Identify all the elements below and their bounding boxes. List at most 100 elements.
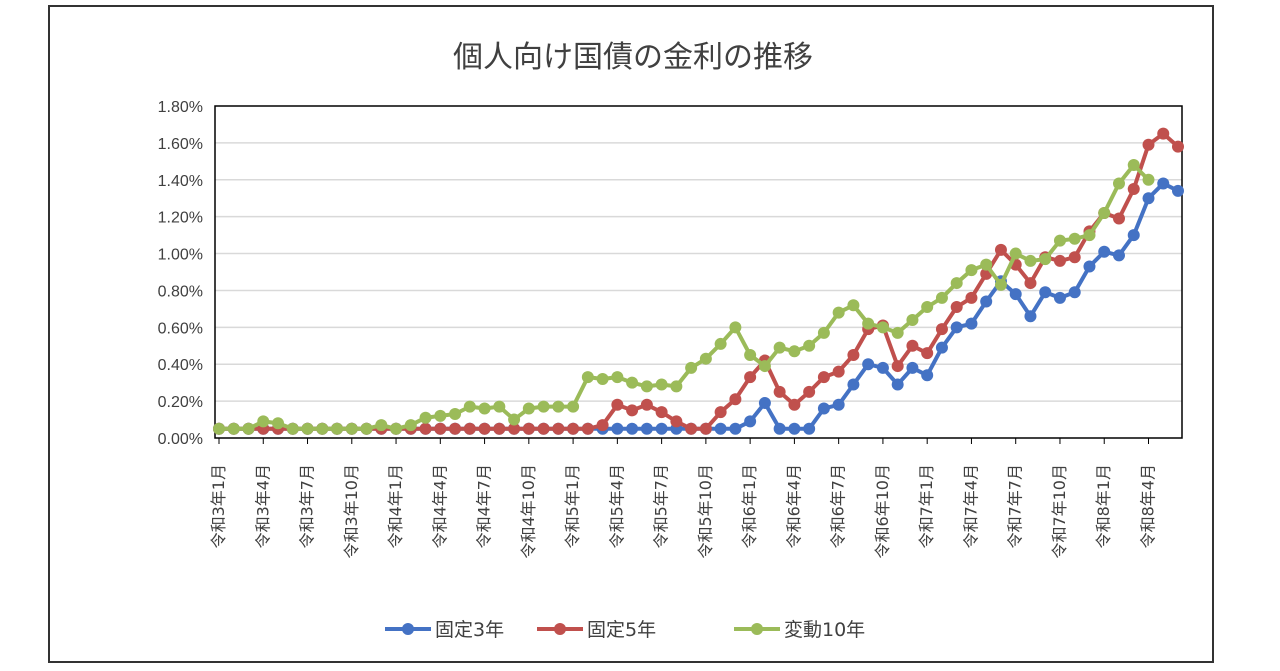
series-line (219, 181, 1179, 431)
data-point (1157, 127, 1170, 140)
data-point (847, 299, 860, 312)
data-point (567, 422, 580, 435)
x-tick-label: 令和6年4月 (784, 464, 803, 548)
data-point (478, 422, 491, 435)
data-point (847, 378, 860, 391)
data-point (876, 321, 889, 334)
series-3 (213, 159, 1155, 435)
data-point (567, 400, 580, 413)
data-point (286, 422, 299, 435)
data-point (994, 278, 1007, 291)
data-point (906, 361, 919, 374)
data-point (375, 419, 388, 432)
data-point (935, 323, 948, 336)
data-point (463, 422, 476, 435)
data-point (626, 404, 639, 417)
y-tick-label: 0.60% (158, 320, 203, 337)
data-point (817, 371, 830, 384)
data-point (1053, 234, 1066, 247)
data-point (1068, 286, 1081, 299)
data-point (508, 413, 521, 426)
data-point (522, 402, 535, 415)
data-point (552, 400, 565, 413)
data-point (1157, 177, 1170, 190)
y-tick-label: 0.00% (158, 431, 203, 448)
data-point (581, 422, 594, 435)
data-point (965, 317, 978, 330)
x-tick-label: 令和8年1月 (1094, 464, 1113, 548)
x-tick-label: 令和5年1月 (563, 464, 582, 548)
data-point (758, 360, 771, 373)
legend-marker (554, 623, 566, 635)
x-tick-label: 令和3年4月 (253, 464, 272, 548)
data-point (950, 277, 963, 290)
data-point (1009, 288, 1022, 301)
data-point (449, 408, 462, 421)
data-point (773, 422, 786, 435)
x-tick-label: 令和6年7月 (829, 464, 848, 548)
x-tick-label: 令和4年4月 (430, 464, 449, 548)
data-point (316, 422, 329, 435)
legend-label: 変動10年 (784, 619, 865, 641)
x-tick-label: 令和8年4月 (1138, 464, 1157, 548)
legend-item: 固定5年 (537, 619, 656, 641)
data-point (921, 301, 934, 314)
data-point (1024, 254, 1037, 267)
data-point (596, 419, 609, 432)
data-point (1172, 140, 1184, 153)
legend-label: 固定3年 (435, 619, 504, 641)
data-point (522, 422, 535, 435)
x-tick-label: 令和6年1月 (740, 464, 759, 548)
data-point (980, 295, 993, 308)
y-tick-label: 1.60% (158, 136, 203, 153)
data-point (1142, 138, 1155, 151)
data-point (744, 349, 757, 361)
data-point (419, 422, 432, 435)
data-point (1098, 245, 1111, 258)
data-point (832, 306, 845, 319)
data-point (744, 371, 757, 384)
data-series (213, 127, 1184, 435)
data-point (1112, 249, 1125, 262)
data-point (404, 419, 417, 432)
data-point (847, 349, 860, 361)
x-tick-label: 令和4年7月 (475, 464, 494, 548)
x-tick-label: 令和7年10月 (1050, 464, 1069, 559)
data-point (1112, 177, 1125, 190)
data-point (832, 365, 845, 378)
data-point (803, 385, 816, 398)
data-point (994, 243, 1007, 256)
data-point (493, 400, 506, 413)
series-line (219, 163, 1150, 431)
data-point (699, 422, 712, 435)
data-point (640, 398, 653, 411)
data-point (1039, 253, 1052, 266)
data-point (655, 406, 668, 419)
data-point (921, 347, 934, 360)
y-tick-label: 1.40% (158, 173, 203, 190)
legend-marker (402, 623, 414, 635)
data-point (729, 393, 742, 406)
data-point (965, 264, 978, 277)
data-point (360, 422, 373, 435)
x-tick-label: 令和3年1月 (209, 464, 228, 548)
data-point (950, 321, 963, 334)
gridlines (215, 142, 1182, 402)
data-point (891, 378, 904, 391)
data-point (906, 339, 919, 352)
data-point (449, 422, 462, 435)
data-point (1112, 212, 1125, 225)
data-point (493, 422, 506, 435)
data-point (1142, 173, 1155, 186)
data-point (1039, 286, 1052, 299)
data-point (876, 361, 889, 374)
y-tick-label: 1.00% (158, 247, 203, 264)
data-point (1068, 232, 1081, 245)
x-tick-label: 令和7年4月 (961, 464, 980, 548)
data-point (272, 417, 285, 430)
x-axis-tick-labels: 令和3年1月 令和3年4月 令和3年7月 令和3年10月 令和4年1月 令和4年4月 令和4… (209, 438, 1157, 559)
legend-marker (751, 623, 763, 635)
data-point (980, 258, 993, 271)
data-point (227, 422, 240, 435)
data-point (640, 422, 653, 435)
